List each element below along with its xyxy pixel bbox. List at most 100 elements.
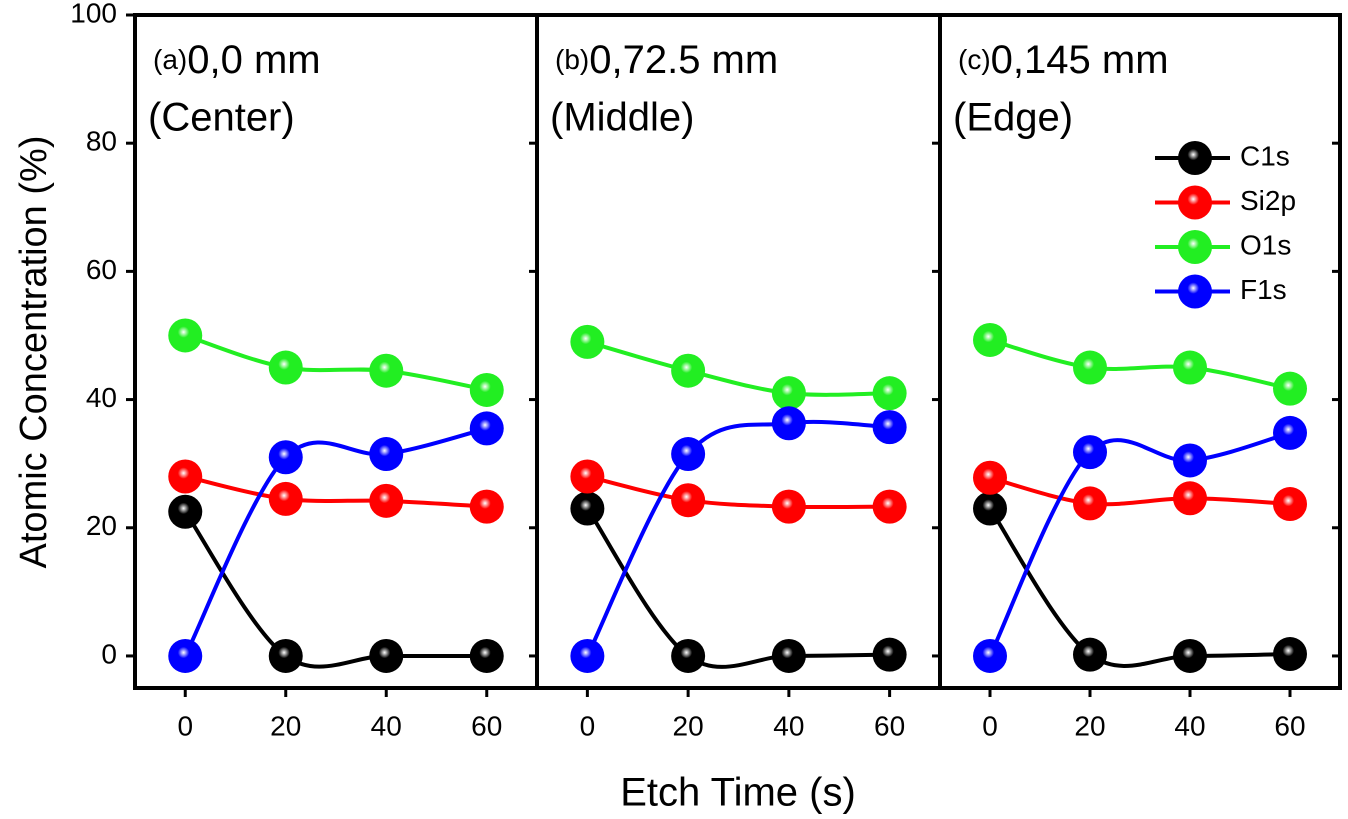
- plot-frame: [938, 13, 1342, 690]
- x-tick-label: 0: [177, 710, 193, 741]
- data-point: [671, 638, 706, 673]
- y-tick-label: 0: [101, 638, 117, 669]
- data-point: [872, 637, 907, 672]
- data-point: [570, 324, 605, 359]
- x-tick-label: 0: [580, 710, 596, 741]
- panel-subtitle: (Middle): [550, 96, 694, 140]
- data-point: [369, 437, 404, 472]
- data-point: [268, 440, 303, 475]
- data-point: [570, 491, 605, 526]
- series-line: [585, 507, 890, 669]
- data-point: [168, 318, 203, 353]
- series-line: [989, 338, 1291, 391]
- y-tick-label: 100: [70, 0, 117, 28]
- data-point: [1073, 637, 1107, 672]
- legend-label: Si2p: [1240, 185, 1296, 216]
- data-point: [1273, 371, 1307, 406]
- data-point: [1073, 435, 1107, 470]
- data-point: [268, 638, 303, 673]
- series-line: [989, 475, 1291, 507]
- panel-label: (c): [958, 44, 991, 75]
- x-tick-label: 20: [270, 710, 301, 741]
- panel-subtitle: (Center): [148, 96, 295, 140]
- legend-label: O1s: [1240, 229, 1291, 260]
- series-line: [585, 419, 890, 657]
- data-point: [1273, 637, 1307, 672]
- x-tick-label: 20: [1074, 710, 1105, 741]
- data-point: [1273, 415, 1307, 450]
- y-tick-label: 40: [86, 382, 117, 413]
- legend-marker: [1178, 274, 1212, 309]
- data-point: [872, 489, 907, 524]
- data-point: [168, 459, 203, 494]
- panel-label: (a): [153, 44, 187, 75]
- series-line: [586, 474, 890, 510]
- series-line: [586, 339, 890, 397]
- y-tick-label: 80: [86, 126, 117, 157]
- data-point: [570, 459, 605, 494]
- panel-title: (c)0,145 mm: [958, 38, 1169, 82]
- data-point: [973, 491, 1007, 526]
- y-tick-label: 20: [86, 510, 117, 541]
- data-point: [268, 481, 303, 516]
- panel-title: (a)0,0 mm: [153, 38, 321, 82]
- x-axis-label: Etch Time (s): [620, 771, 856, 815]
- legend-marker: [1178, 185, 1212, 220]
- data-point: [973, 638, 1007, 673]
- y-tick-label: 60: [86, 254, 117, 285]
- data-point: [771, 638, 806, 673]
- x-tick-label: 40: [1174, 710, 1205, 741]
- data-point: [1073, 350, 1107, 385]
- data-point: [469, 489, 504, 524]
- x-tick-label: 60: [1274, 710, 1305, 741]
- panel-position: 0,0 mm: [187, 38, 320, 82]
- legend-label: F1s: [1240, 274, 1287, 305]
- data-point: [469, 372, 504, 407]
- x-tick-label: 40: [773, 710, 804, 741]
- panel-position: 0,145 mm: [991, 38, 1169, 82]
- data-point: [168, 638, 203, 673]
- data-point: [1173, 481, 1207, 516]
- x-tick-label: 0: [982, 710, 998, 741]
- x-tick-label: 60: [874, 710, 905, 741]
- data-point: [973, 322, 1007, 357]
- data-point: [771, 489, 806, 524]
- data-point: [1273, 487, 1307, 522]
- x-tick-label: 60: [471, 710, 502, 741]
- data-point: [671, 483, 706, 518]
- data-point: [771, 376, 806, 411]
- data-point: [469, 638, 504, 673]
- data-point: [1073, 486, 1107, 521]
- data-point: [168, 494, 203, 529]
- data-point: [771, 406, 806, 441]
- legend-label: C1s: [1240, 140, 1290, 171]
- x-tick-label: 40: [371, 710, 402, 741]
- data-point: [1173, 443, 1207, 478]
- series-line: [184, 474, 487, 509]
- series-line: [988, 507, 1291, 668]
- panel-position: 0,72.5 mm: [589, 38, 778, 82]
- legend-marker: [1178, 141, 1212, 175]
- data-point: [872, 376, 907, 411]
- data-point: [671, 437, 706, 472]
- y-axis-label: Atomic Concentration (%): [13, 136, 55, 569]
- legend-marker: [1178, 230, 1212, 264]
- data-point: [671, 353, 706, 388]
- series-line: [183, 426, 488, 657]
- data-point: [570, 638, 605, 673]
- series-line: [183, 510, 487, 669]
- series-line: [184, 333, 488, 392]
- panel-title: (b)0,72.5 mm: [555, 38, 778, 82]
- data-point: [1173, 638, 1207, 673]
- data-point: [973, 460, 1007, 495]
- data-point: [268, 350, 303, 385]
- data-point: [1173, 350, 1207, 385]
- data-point: [872, 410, 907, 445]
- panel-label: (b): [555, 44, 589, 75]
- x-tick-label: 20: [673, 710, 704, 741]
- series-line: [988, 430, 1291, 657]
- data-point: [369, 483, 404, 518]
- panel-subtitle: (Edge): [953, 96, 1073, 140]
- data-point: [469, 411, 504, 446]
